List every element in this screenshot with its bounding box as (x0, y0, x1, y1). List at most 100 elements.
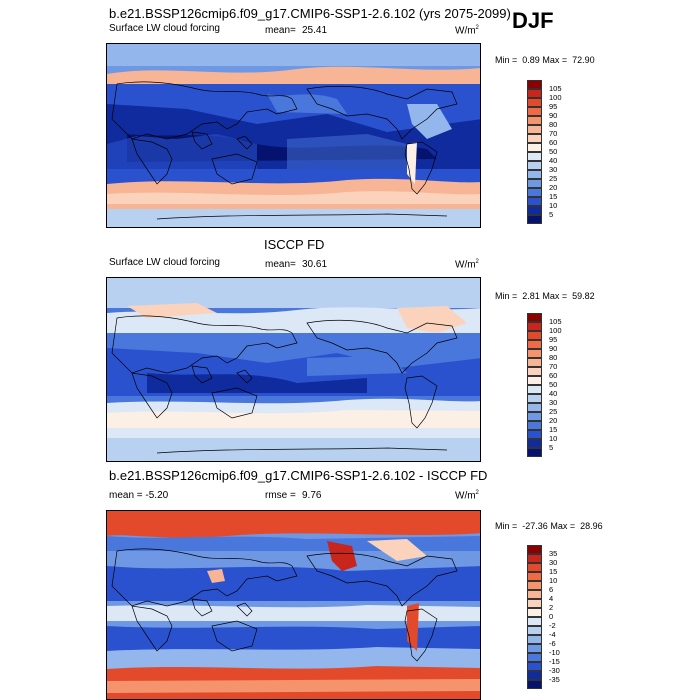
colorbar-cell (527, 563, 542, 572)
colorbar-cell (527, 322, 542, 331)
colorbar-cell (527, 376, 542, 385)
colorbar-cell (527, 394, 542, 403)
colorbar-cell (527, 143, 542, 152)
colorbar-cell (527, 590, 542, 599)
colorbar-label: 15 (549, 425, 558, 434)
panel1-mean-value: 25.41 (302, 25, 328, 36)
panel3-map-svg (107, 511, 480, 699)
colorbar-cell (527, 188, 542, 197)
panel2-units: W/m2 (455, 259, 479, 271)
colorbar-cell (527, 313, 542, 322)
panel2-mean-label: mean= (265, 259, 296, 270)
colorbar-label: 70 (549, 129, 558, 138)
colorbar-label: 10 (549, 201, 558, 210)
colorbar-label: 90 (549, 344, 558, 353)
colorbar-label: 0 (549, 612, 554, 621)
panel3-map (106, 510, 481, 700)
panel3-rmse-label: rmse = (265, 490, 296, 501)
colorbar-label: 60 (549, 138, 558, 147)
colorbar-cell (527, 572, 542, 581)
panel1-map (106, 43, 481, 228)
colorbar-cell (527, 161, 542, 170)
colorbar-cell (527, 617, 542, 626)
colorbar-cell (527, 545, 542, 554)
panel3-minmax: Min = -27.36 Max = 28.96 (495, 521, 603, 531)
colorbar-cell (527, 116, 542, 125)
colorbar-cell (527, 671, 542, 680)
colorbar-cell (527, 197, 542, 206)
colorbar-cell (527, 581, 542, 590)
colorbar-label: 30 (549, 398, 558, 407)
colorbar-label: 105 (549, 317, 562, 326)
colorbar-label: 50 (549, 147, 558, 156)
colorbar-label: 70 (549, 362, 558, 371)
colorbar-label: 40 (549, 389, 558, 398)
colorbar-cell (527, 170, 542, 179)
colorbar-cell (527, 635, 542, 644)
panel2-variable-label: Surface LW cloud forcing (109, 257, 220, 268)
panel3-rmse-value: 9.76 (302, 490, 322, 501)
colorbar-cell (527, 358, 542, 367)
colorbar-cell (527, 206, 542, 215)
panel1-map-svg (107, 44, 480, 227)
colorbar-label: -15 (549, 657, 560, 666)
panel1-variable-label: Surface LW cloud forcing (109, 23, 220, 34)
colorbar-label: 100 (549, 93, 562, 102)
colorbar-cell (527, 439, 542, 448)
colorbar-cell (527, 680, 542, 689)
colorbar-label: 95 (549, 102, 558, 111)
colorbar-cell (527, 107, 542, 116)
colorbar-cell (527, 385, 542, 394)
colorbar-label: 10 (549, 576, 558, 585)
colorbar-label: -30 (549, 666, 560, 675)
colorbar-label: 80 (549, 353, 558, 362)
colorbar-cell (527, 89, 542, 98)
colorbar-label: 20 (549, 416, 558, 425)
colorbar-cell (527, 367, 542, 376)
colorbar-cell (527, 599, 542, 608)
colorbar-label: 2 (549, 603, 554, 612)
season-label: DJF (512, 8, 554, 33)
colorbar-label: 10 (549, 434, 558, 443)
colorbar-label: 50 (549, 380, 558, 389)
panel3-mean-label: mean = -5.20 (109, 490, 169, 501)
colorbar-label: 35 (549, 549, 558, 558)
colorbar-cell (527, 430, 542, 439)
panel1-title: b.e21.BSSP126cmip6.f09_g17.CMIP6-SSP1-2.… (109, 6, 511, 21)
colorbar-cell (527, 412, 542, 421)
colorbar-label: 5 (549, 210, 554, 219)
panel1-minmax: Min = 0.89 Max = 72.90 (495, 55, 595, 65)
colorbar-label: 20 (549, 183, 558, 192)
colorbar-cell (527, 653, 542, 662)
colorbar-cell (527, 403, 542, 412)
colorbar-cell (527, 448, 542, 457)
colorbar-label: 5 (549, 443, 554, 452)
panel2-minmax: Min = 2.81 Max = 59.82 (495, 291, 595, 301)
panel1-mean-label: mean= (265, 25, 296, 36)
colorbar-cell (527, 152, 542, 161)
colorbar-label: 6 (549, 585, 554, 594)
colorbar-label: 25 (549, 407, 558, 416)
colorbar-label: -35 (549, 675, 560, 684)
colorbar-label: 15 (549, 192, 558, 201)
colorbar-cell (527, 179, 542, 188)
colorbar-label: 40 (549, 156, 558, 165)
colorbar-label: -10 (549, 648, 560, 657)
colorbar-label: -4 (549, 630, 556, 639)
colorbar-cell (527, 554, 542, 563)
colorbar-cell (527, 662, 542, 671)
colorbar-cell (527, 134, 542, 143)
panel2-title: ISCCP FD (264, 237, 325, 252)
colorbar-cell (527, 644, 542, 653)
colorbar-cell (527, 331, 542, 340)
colorbar-label: 80 (549, 120, 558, 129)
colorbar-label: -6 (549, 639, 556, 648)
colorbar-label: 30 (549, 558, 558, 567)
colorbar-label: 25 (549, 174, 558, 183)
colorbar-label: -2 (549, 621, 556, 630)
colorbar-label: 4 (549, 594, 554, 603)
panel2-mean-value: 30.61 (302, 259, 328, 270)
colorbar-label: 90 (549, 111, 558, 120)
panel3-units: W/m2 (455, 490, 479, 502)
